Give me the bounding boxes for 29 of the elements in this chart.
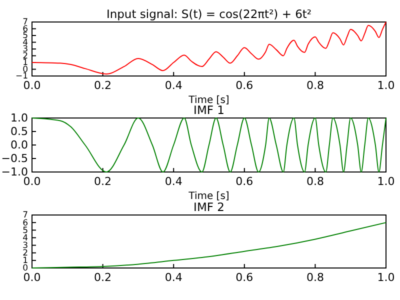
y-tick-label: −1 — [15, 72, 28, 82]
x-tick-label: 0.4 — [164, 174, 182, 188]
chart-title: Input signal: S(t) = cos(22πt²) + 6t² — [106, 7, 312, 21]
x-tick-label: 0.4 — [164, 78, 182, 92]
chart-title: IMF 1 — [194, 103, 224, 117]
line-series — [32, 222, 386, 268]
x-tick-label: 0.8 — [306, 174, 324, 188]
x-tick-label: 0.2 — [94, 270, 112, 284]
x-tick-label: 1.0 — [377, 78, 395, 92]
y-tick-label: 1.0 — [10, 112, 28, 125]
x-axis-title: Time [s] — [188, 191, 230, 202]
x-tick-label: 0.2 — [94, 78, 112, 92]
x-tick-label: 1.0 — [377, 270, 395, 284]
line-series — [32, 22, 386, 74]
x-tick-label: 0.6 — [236, 174, 254, 188]
line-series — [32, 118, 386, 172]
x-tick-label: 0.6 — [236, 78, 254, 92]
x-tick-label: 1.0 — [377, 174, 395, 188]
x-axis-title: Time [s] — [188, 95, 230, 106]
x-tick-label: 0.8 — [306, 270, 324, 284]
y-tick-label: 0.0 — [10, 138, 28, 152]
x-tick-label: 0.4 — [164, 270, 182, 284]
x-tick-label: 0.6 — [236, 270, 254, 284]
y-tick-label: 0.5 — [10, 125, 28, 138]
y-tick-label: −0.5 — [1, 152, 28, 166]
chart-title: IMF 2 — [194, 200, 224, 214]
x-tick-label: 0.2 — [94, 174, 112, 188]
y-tick-label: 0 — [22, 264, 28, 274]
x-tick-label: 0.8 — [306, 78, 324, 92]
